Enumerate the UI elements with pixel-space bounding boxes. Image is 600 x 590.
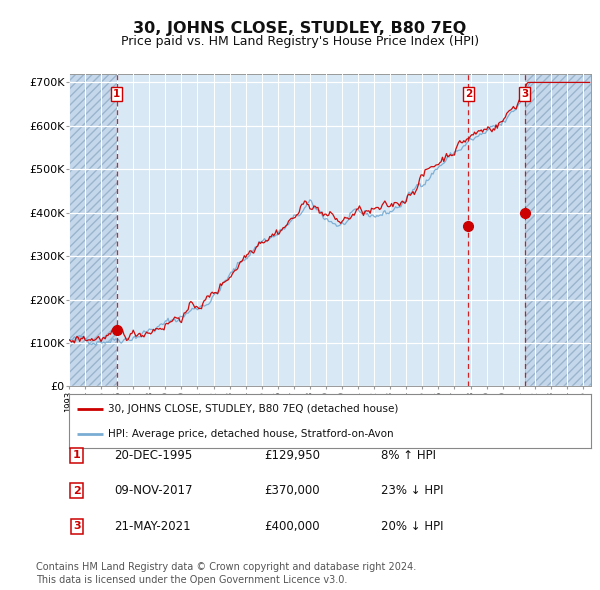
Text: 20-DEC-1995: 20-DEC-1995 — [114, 449, 192, 462]
Text: 09-NOV-2017: 09-NOV-2017 — [114, 484, 193, 497]
Text: 20% ↓ HPI: 20% ↓ HPI — [381, 520, 443, 533]
Text: 3: 3 — [521, 89, 529, 99]
Bar — [525, 74, 599, 386]
Text: £370,000: £370,000 — [264, 484, 320, 497]
Text: 2: 2 — [73, 486, 80, 496]
Text: Price paid vs. HM Land Registry's House Price Index (HPI): Price paid vs. HM Land Registry's House … — [121, 35, 479, 48]
Text: 8% ↑ HPI: 8% ↑ HPI — [381, 449, 436, 462]
Text: 30, JOHNS CLOSE, STUDLEY, B80 7EQ (detached house): 30, JOHNS CLOSE, STUDLEY, B80 7EQ (detac… — [108, 404, 398, 414]
Text: 3: 3 — [73, 522, 80, 531]
Text: 30, JOHNS CLOSE, STUDLEY, B80 7EQ: 30, JOHNS CLOSE, STUDLEY, B80 7EQ — [133, 21, 467, 35]
Text: Contains HM Land Registry data © Crown copyright and database right 2024.
This d: Contains HM Land Registry data © Crown c… — [36, 562, 416, 585]
Text: HPI: Average price, detached house, Stratford-on-Avon: HPI: Average price, detached house, Stra… — [108, 429, 394, 439]
Text: £400,000: £400,000 — [264, 520, 320, 533]
Text: £129,950: £129,950 — [264, 449, 320, 462]
Bar — [69, 74, 117, 386]
Text: 1: 1 — [113, 89, 121, 99]
Text: 1: 1 — [73, 451, 80, 460]
Text: 23% ↓ HPI: 23% ↓ HPI — [381, 484, 443, 497]
Text: 2: 2 — [464, 89, 472, 99]
Text: 21-MAY-2021: 21-MAY-2021 — [114, 520, 191, 533]
